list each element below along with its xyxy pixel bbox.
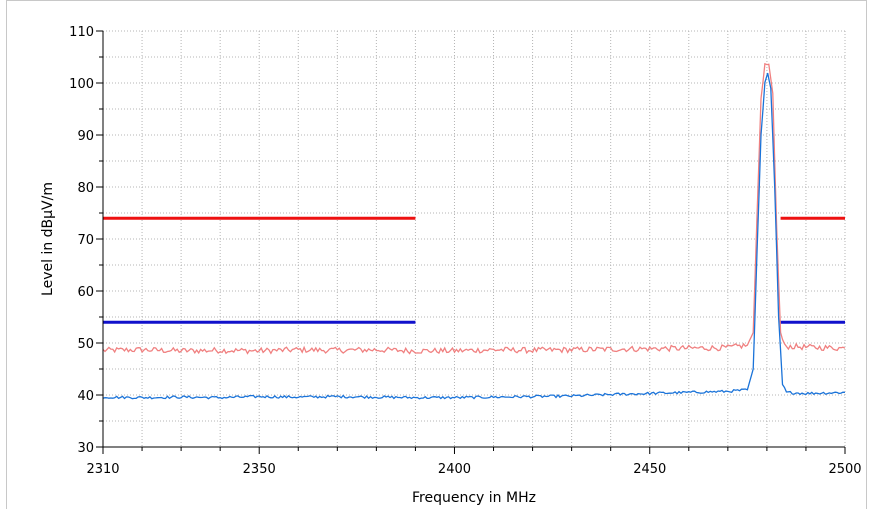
y-tick-label: 60 xyxy=(77,285,94,300)
series-line-average xyxy=(102,72,846,400)
x-tick-label: 2350 xyxy=(243,462,276,477)
y-axis-title: Level in dBµV/m xyxy=(40,182,56,296)
y-tick-label: 40 xyxy=(77,389,94,404)
x-tick-label: 2500 xyxy=(828,462,861,477)
y-tick-label: 100 xyxy=(69,77,94,92)
series-group xyxy=(102,62,846,400)
grid xyxy=(103,30,846,447)
limit-lines xyxy=(103,216,845,324)
y-tick-label: 30 xyxy=(77,441,94,456)
y-tick-label: 50 xyxy=(77,337,94,352)
y-tick-label: 70 xyxy=(77,233,94,248)
chart-frame xyxy=(6,0,867,509)
x-tick-label: 2450 xyxy=(633,462,666,477)
x-tick-label: 2310 xyxy=(86,462,119,477)
y-tick-label: 110 xyxy=(69,25,94,40)
y-tick-label: 90 xyxy=(77,129,94,144)
ticks: 30 40 50 60 70 80 90 100 110 2310 2350 2400 2450 2500 xyxy=(69,25,861,477)
x-tick-label: 2400 xyxy=(438,462,471,477)
x-axis-title: Frequency in MHz xyxy=(412,490,536,506)
series-line-peak xyxy=(102,62,846,355)
y-tick-label: 80 xyxy=(77,181,94,196)
